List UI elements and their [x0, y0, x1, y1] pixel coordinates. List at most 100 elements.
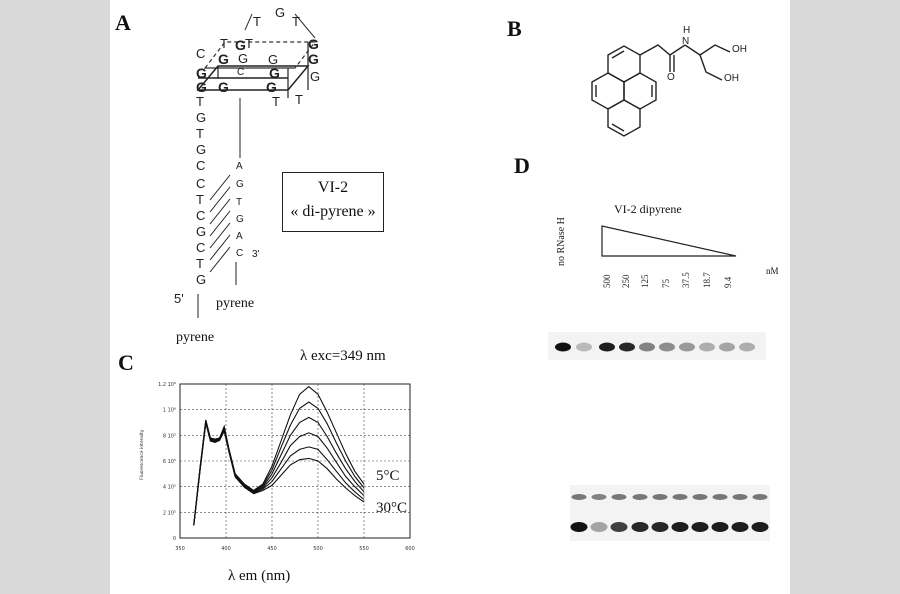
spectrum-line — [193, 422, 365, 526]
quartet-low-2: C — [237, 67, 245, 78]
left-strand-nt: T — [196, 126, 204, 141]
gel-band — [672, 494, 688, 500]
gel-band — [639, 342, 655, 352]
gel-band — [651, 522, 669, 532]
left-strand-nt: G — [196, 224, 207, 239]
y-tick-label: 6 10⁵ — [163, 459, 176, 465]
quartet-low-3: G — [269, 65, 280, 81]
fluorescence-chart: 350 400 450 500 550 600 0 2 10⁵ 4 10⁵ 6 10⁵ 8 10⁵ 1… — [158, 382, 415, 552]
x-tick-label: 500 — [313, 546, 323, 552]
five-prime-label: 5' — [174, 291, 184, 306]
gel-band — [576, 342, 592, 352]
quartet-low-1: G — [196, 65, 207, 81]
gel-band — [619, 342, 635, 352]
left-strand-nt: C — [196, 240, 206, 255]
gel-band — [732, 494, 748, 500]
gel-strip-top — [548, 332, 766, 360]
left-strand-nt: T — [196, 192, 204, 207]
right-strand-nt: G — [236, 179, 244, 190]
x-tick-label: 450 — [267, 546, 277, 552]
y-tick-label: 1.2 10⁶ — [158, 382, 176, 388]
probe-name: VI-2 — [317, 179, 349, 196]
quadruplex-cube — [196, 13, 317, 318]
panel-c-label: C — [118, 350, 134, 375]
y-tick-label: 2 10⁵ — [163, 510, 176, 516]
spectrum-line — [193, 385, 365, 526]
left-strand-nt: C — [196, 208, 206, 223]
gel-band — [679, 342, 695, 352]
right-strand-nt: T — [236, 197, 243, 208]
temp-30c-label: 30°C — [376, 500, 408, 516]
quartet-low-4: G — [310, 69, 321, 84]
spectrum-line — [193, 421, 365, 526]
gel-band — [752, 494, 768, 500]
quartet-bot-2: G — [218, 79, 229, 95]
y-tick-label: 8 10⁵ — [163, 433, 176, 439]
spectrum-line — [193, 416, 365, 526]
quartet-top-3: T — [245, 36, 253, 51]
hydroxyl-2: OH — [724, 73, 739, 84]
probe-subtitle: « di-pyrene » — [290, 203, 376, 220]
gel-band — [691, 522, 709, 532]
right-strand-nt: C — [236, 248, 244, 259]
x-tick-label: 350 — [175, 546, 185, 552]
probe-name-box: VI-2 « di-pyrene » — [282, 172, 384, 232]
x-axis-label: λ em (nm) — [228, 568, 291, 584]
amide-n: N — [682, 36, 690, 47]
left-extra-nt: C — [196, 46, 206, 61]
panel-b-label: B — [507, 16, 522, 41]
gel-band — [611, 494, 627, 500]
gel-band — [599, 342, 615, 352]
left-strand-nt: T — [196, 94, 204, 109]
y-tick-label: 0 — [173, 536, 176, 542]
quartet-top-4: G — [308, 36, 319, 52]
loop-nt-3: T — [292, 14, 300, 29]
pyrene-label-right: pyrene — [216, 296, 255, 311]
left-strand-nt: C — [196, 176, 206, 191]
spectrum-line — [193, 401, 365, 526]
quartet-mid-2: G — [238, 51, 249, 66]
gel-band — [571, 494, 587, 500]
gel-band — [671, 522, 689, 532]
concentration-gradient-icon — [601, 225, 737, 257]
gel-band — [719, 342, 735, 352]
x-tick-label: 400 — [221, 546, 231, 552]
left-strand-nt: G — [196, 110, 207, 125]
y-tick-label: 4 10⁵ — [163, 485, 176, 491]
figure-page: A T G T C T G T G G G G G G C G — [110, 0, 790, 594]
left-strand-nt: G — [196, 142, 207, 157]
gel-band — [712, 494, 728, 500]
gradient-title: VI-2 dipyrene — [614, 202, 682, 216]
loop-nt-2: G — [275, 5, 286, 20]
tt-1: T — [272, 94, 280, 109]
gel-band — [659, 342, 675, 352]
gel-band — [739, 342, 755, 352]
gel-band — [590, 522, 608, 532]
loop-nt-1: T — [253, 14, 261, 29]
temp-5c-label: 5°C — [376, 468, 400, 484]
quartet-top-1: T — [220, 36, 228, 51]
gel-band — [652, 494, 668, 500]
quartet-mid-4: G — [308, 51, 319, 67]
tt-2: T — [295, 92, 303, 107]
spectrum-line — [193, 422, 365, 526]
quartet-bot-3: G — [266, 79, 277, 95]
carbonyl-o: O — [667, 72, 675, 83]
three-prime-label: 3' — [252, 249, 260, 260]
right-strand-nt: A — [236, 161, 243, 172]
gel-band — [570, 522, 588, 532]
gel-band — [632, 494, 648, 500]
excitation-label: λ exc=349 nm — [300, 348, 386, 364]
gel-band — [555, 342, 571, 352]
pyrene-structure — [591, 44, 731, 137]
unit-label: nM — [766, 266, 779, 276]
gel-image — [555, 342, 769, 532]
x-tick-label: 550 — [359, 546, 369, 552]
left-strand-nt: G — [196, 272, 207, 287]
panel-d-label: D — [514, 153, 530, 178]
quartet-mid-1: G — [218, 51, 229, 67]
gel-band — [692, 494, 708, 500]
hydroxyl-1: OH — [732, 44, 747, 55]
amide-h: H — [683, 25, 691, 36]
gel-band — [751, 522, 769, 532]
